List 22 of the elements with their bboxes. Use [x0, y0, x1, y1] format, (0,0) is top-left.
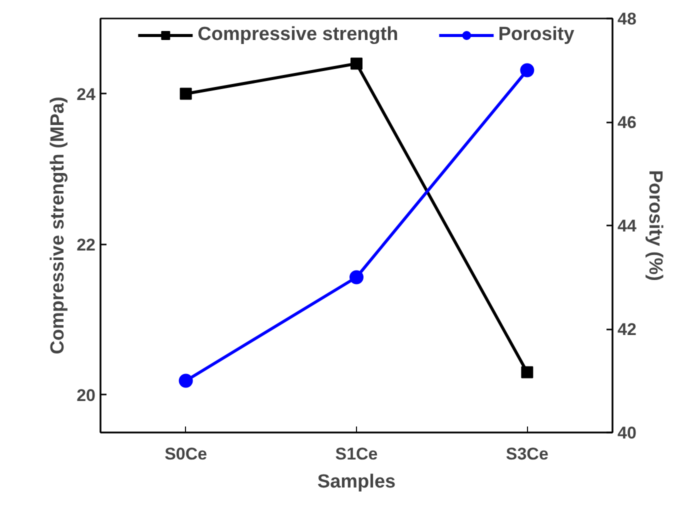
- y2-tick-label: 40: [618, 424, 636, 442]
- point: [178, 374, 193, 388]
- y2-tick-label: 42: [618, 320, 636, 339]
- x-tick-label: S0Ce: [164, 444, 208, 464]
- x-tick-label: S1Ce: [335, 444, 378, 464]
- x-axis-title: Samples: [317, 472, 396, 492]
- y2-tick-label: 44: [618, 216, 637, 236]
- y2-axis-title: Porosity (%): [644, 170, 666, 281]
- point: [350, 58, 362, 70]
- x-tick-label: S3Ce: [506, 444, 548, 464]
- y-tick-label: 24: [76, 84, 96, 104]
- y-tick-label: 20: [76, 386, 96, 405]
- y2-tick-label: 46: [618, 113, 636, 132]
- point: [520, 63, 534, 78]
- point: [350, 270, 364, 284]
- legend-label: Compressive strength: [198, 24, 398, 46]
- point: [180, 88, 192, 100]
- legend-label: Porosity: [498, 24, 574, 46]
- y-tick-label: 22: [76, 235, 96, 254]
- y-axis-title: Compressive strength (MPa): [48, 96, 69, 354]
- point: [521, 366, 534, 378]
- y2-tick-label: 48: [618, 10, 636, 28]
